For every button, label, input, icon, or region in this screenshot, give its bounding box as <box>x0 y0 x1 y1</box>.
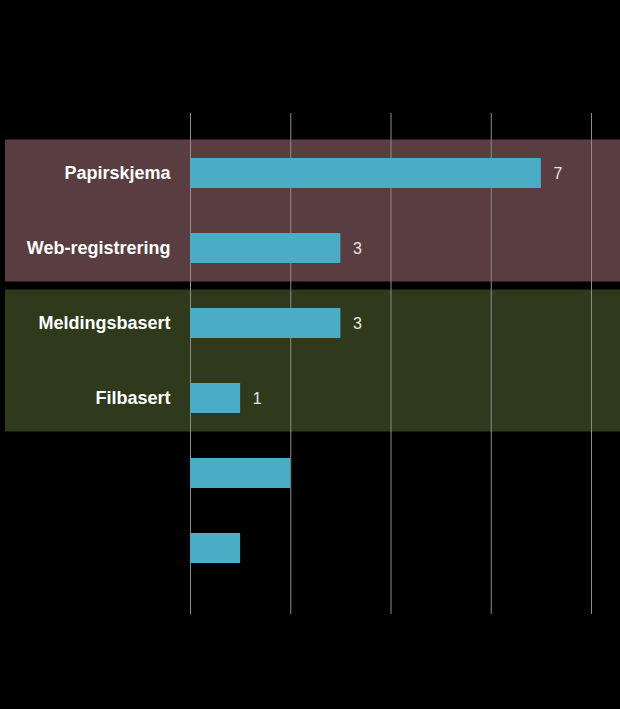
svg-text:3: 3 <box>353 240 362 257</box>
svg-text:Web-registrering: Web-registrering <box>27 238 171 258</box>
svg-text:3: 3 <box>353 315 362 332</box>
svg-text:1: 1 <box>253 390 262 407</box>
svg-text:Meldingsbasert: Meldingsbasert <box>38 313 170 333</box>
svg-text:Filbasert: Filbasert <box>95 388 170 408</box>
svg-text:Papirskjema: Papirskjema <box>64 163 171 183</box>
svg-text:7: 7 <box>553 165 562 182</box>
